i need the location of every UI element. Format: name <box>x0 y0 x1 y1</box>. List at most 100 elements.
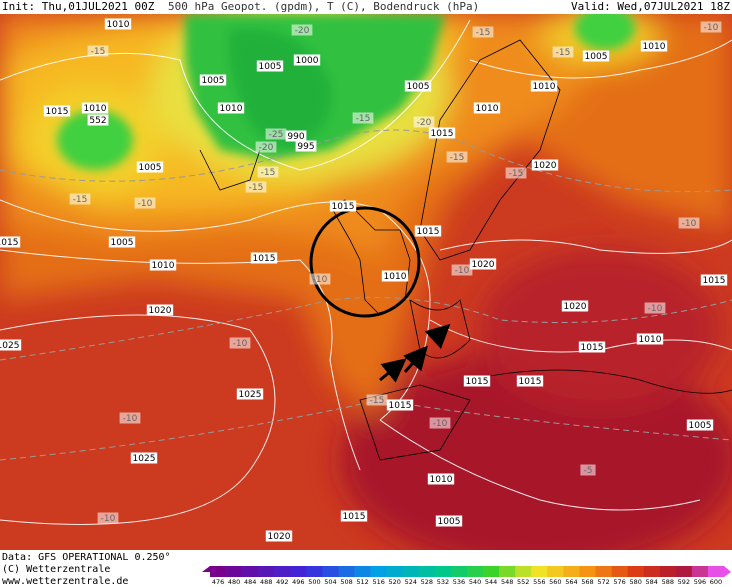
pressure-label: 1015 <box>332 202 355 212</box>
colorbar-cell <box>659 566 677 577</box>
label-box <box>531 159 559 171</box>
pressure-label: 1005 <box>111 238 134 248</box>
label-box <box>295 140 317 152</box>
pressure-label: 1015 <box>581 343 604 353</box>
colorbar-cell <box>450 566 468 577</box>
colorbar-label: 596 <box>694 578 706 586</box>
temperature-label: -25 <box>269 130 284 140</box>
pressure-label: 1015 <box>431 129 454 139</box>
label-box <box>678 217 700 229</box>
label-box <box>381 270 409 282</box>
colorbar-cell <box>707 566 725 577</box>
label-box <box>446 151 468 163</box>
label-box <box>352 112 374 124</box>
pressure-label: 1010 <box>152 261 175 271</box>
label-box <box>0 339 22 351</box>
colorbar-cell <box>467 566 484 577</box>
colorbar-cell <box>547 566 564 577</box>
label-box <box>340 510 368 522</box>
pressure-label: 1015 <box>417 227 440 237</box>
temperature-label: -15 <box>73 195 88 205</box>
label-box <box>561 300 589 312</box>
label-box <box>0 236 21 248</box>
temperature-label: -15 <box>249 183 264 193</box>
valid-time: Valid: Wed,07JUL2021 18Z <box>571 0 730 13</box>
pressure-label: 1010 <box>84 104 107 114</box>
temperature-label: -10 <box>313 275 328 285</box>
colorbar-label: 516 <box>372 578 384 586</box>
pressure-label: 995 <box>297 142 314 152</box>
label-box <box>291 24 313 36</box>
label-box <box>329 200 357 212</box>
pressure-label: 1010 <box>220 104 243 114</box>
colorbar-cell <box>258 566 275 577</box>
colorbar-label: 492 <box>276 578 288 586</box>
label-box <box>256 60 284 72</box>
label-box <box>97 512 119 524</box>
label-box <box>427 473 455 485</box>
colorbar-cell <box>274 566 291 577</box>
colorbar-label: 560 <box>549 578 561 586</box>
colorbar-cell <box>434 566 452 577</box>
pressure-label: 1010 <box>639 335 662 345</box>
label-box <box>149 259 177 271</box>
colorbar-cell <box>499 566 516 577</box>
colorbar-cell <box>402 566 420 577</box>
pressure-label: 1015 <box>343 512 366 522</box>
pressure-label: 1010 <box>533 82 556 92</box>
temperature-label: -10 <box>648 304 663 314</box>
pressure-label: 1010 <box>643 42 666 52</box>
colorbar-cell <box>643 566 661 577</box>
pressure-label: 1025 <box>239 390 262 400</box>
colorbar-cell <box>595 566 612 577</box>
pressure-label: 1025 <box>133 454 156 464</box>
label-box <box>265 530 293 542</box>
label-box <box>580 464 596 476</box>
colorbar-arrow <box>202 566 210 572</box>
pressure-label: 1020 <box>149 306 172 316</box>
colorbar-label: 552 <box>517 578 529 586</box>
temperature-label: -15 <box>356 114 371 124</box>
temperature-label: -5 <box>584 466 593 476</box>
colorbar-cell <box>691 566 709 577</box>
map-labels: 1010 -15 1005 1000 1005 1010 1010 552 1015 1005 -1… <box>0 18 728 542</box>
colorbar-cell <box>210 566 227 577</box>
label-box <box>87 45 109 57</box>
pressure-label: 990 <box>287 132 304 142</box>
colorbar-cell <box>611 566 628 577</box>
pressure-label: 1010 <box>430 475 453 485</box>
colorbar-cell <box>627 566 644 577</box>
colorbar-cell <box>483 566 500 577</box>
temperature-label: -10 <box>138 199 153 209</box>
label-box <box>199 74 227 86</box>
colorbar-label: 556 <box>533 578 545 586</box>
label-box <box>473 102 501 114</box>
pressure-label: 1020 <box>564 302 587 312</box>
label-box <box>257 166 279 178</box>
temperature-label: -10 <box>433 419 448 429</box>
label-box <box>87 114 109 126</box>
colorbar-label: 580 <box>629 578 641 586</box>
label-box <box>255 141 277 153</box>
colorbar-cell <box>338 566 355 577</box>
temperature-label: -20 <box>295 26 310 36</box>
label-box <box>217 102 245 114</box>
colorbar-label: 544 <box>485 578 497 586</box>
colorbar-label: 572 <box>597 578 609 586</box>
label-box <box>104 18 132 30</box>
colorbar-cell <box>290 566 307 577</box>
colorbar-cell <box>370 566 387 577</box>
label-box <box>136 161 164 173</box>
pressure-label: 1025 <box>0 341 19 351</box>
label-box <box>429 417 451 429</box>
pressure-label: 1015 <box>703 276 726 286</box>
label-box <box>640 40 668 52</box>
pressure-label: 1015 <box>0 238 18 248</box>
colorbar-label: 548 <box>501 578 513 586</box>
label-box <box>435 515 463 527</box>
colorbar-label: 476 <box>212 578 224 586</box>
label-box <box>582 50 610 62</box>
highlight-circle <box>309 206 421 318</box>
label-box <box>309 273 331 285</box>
